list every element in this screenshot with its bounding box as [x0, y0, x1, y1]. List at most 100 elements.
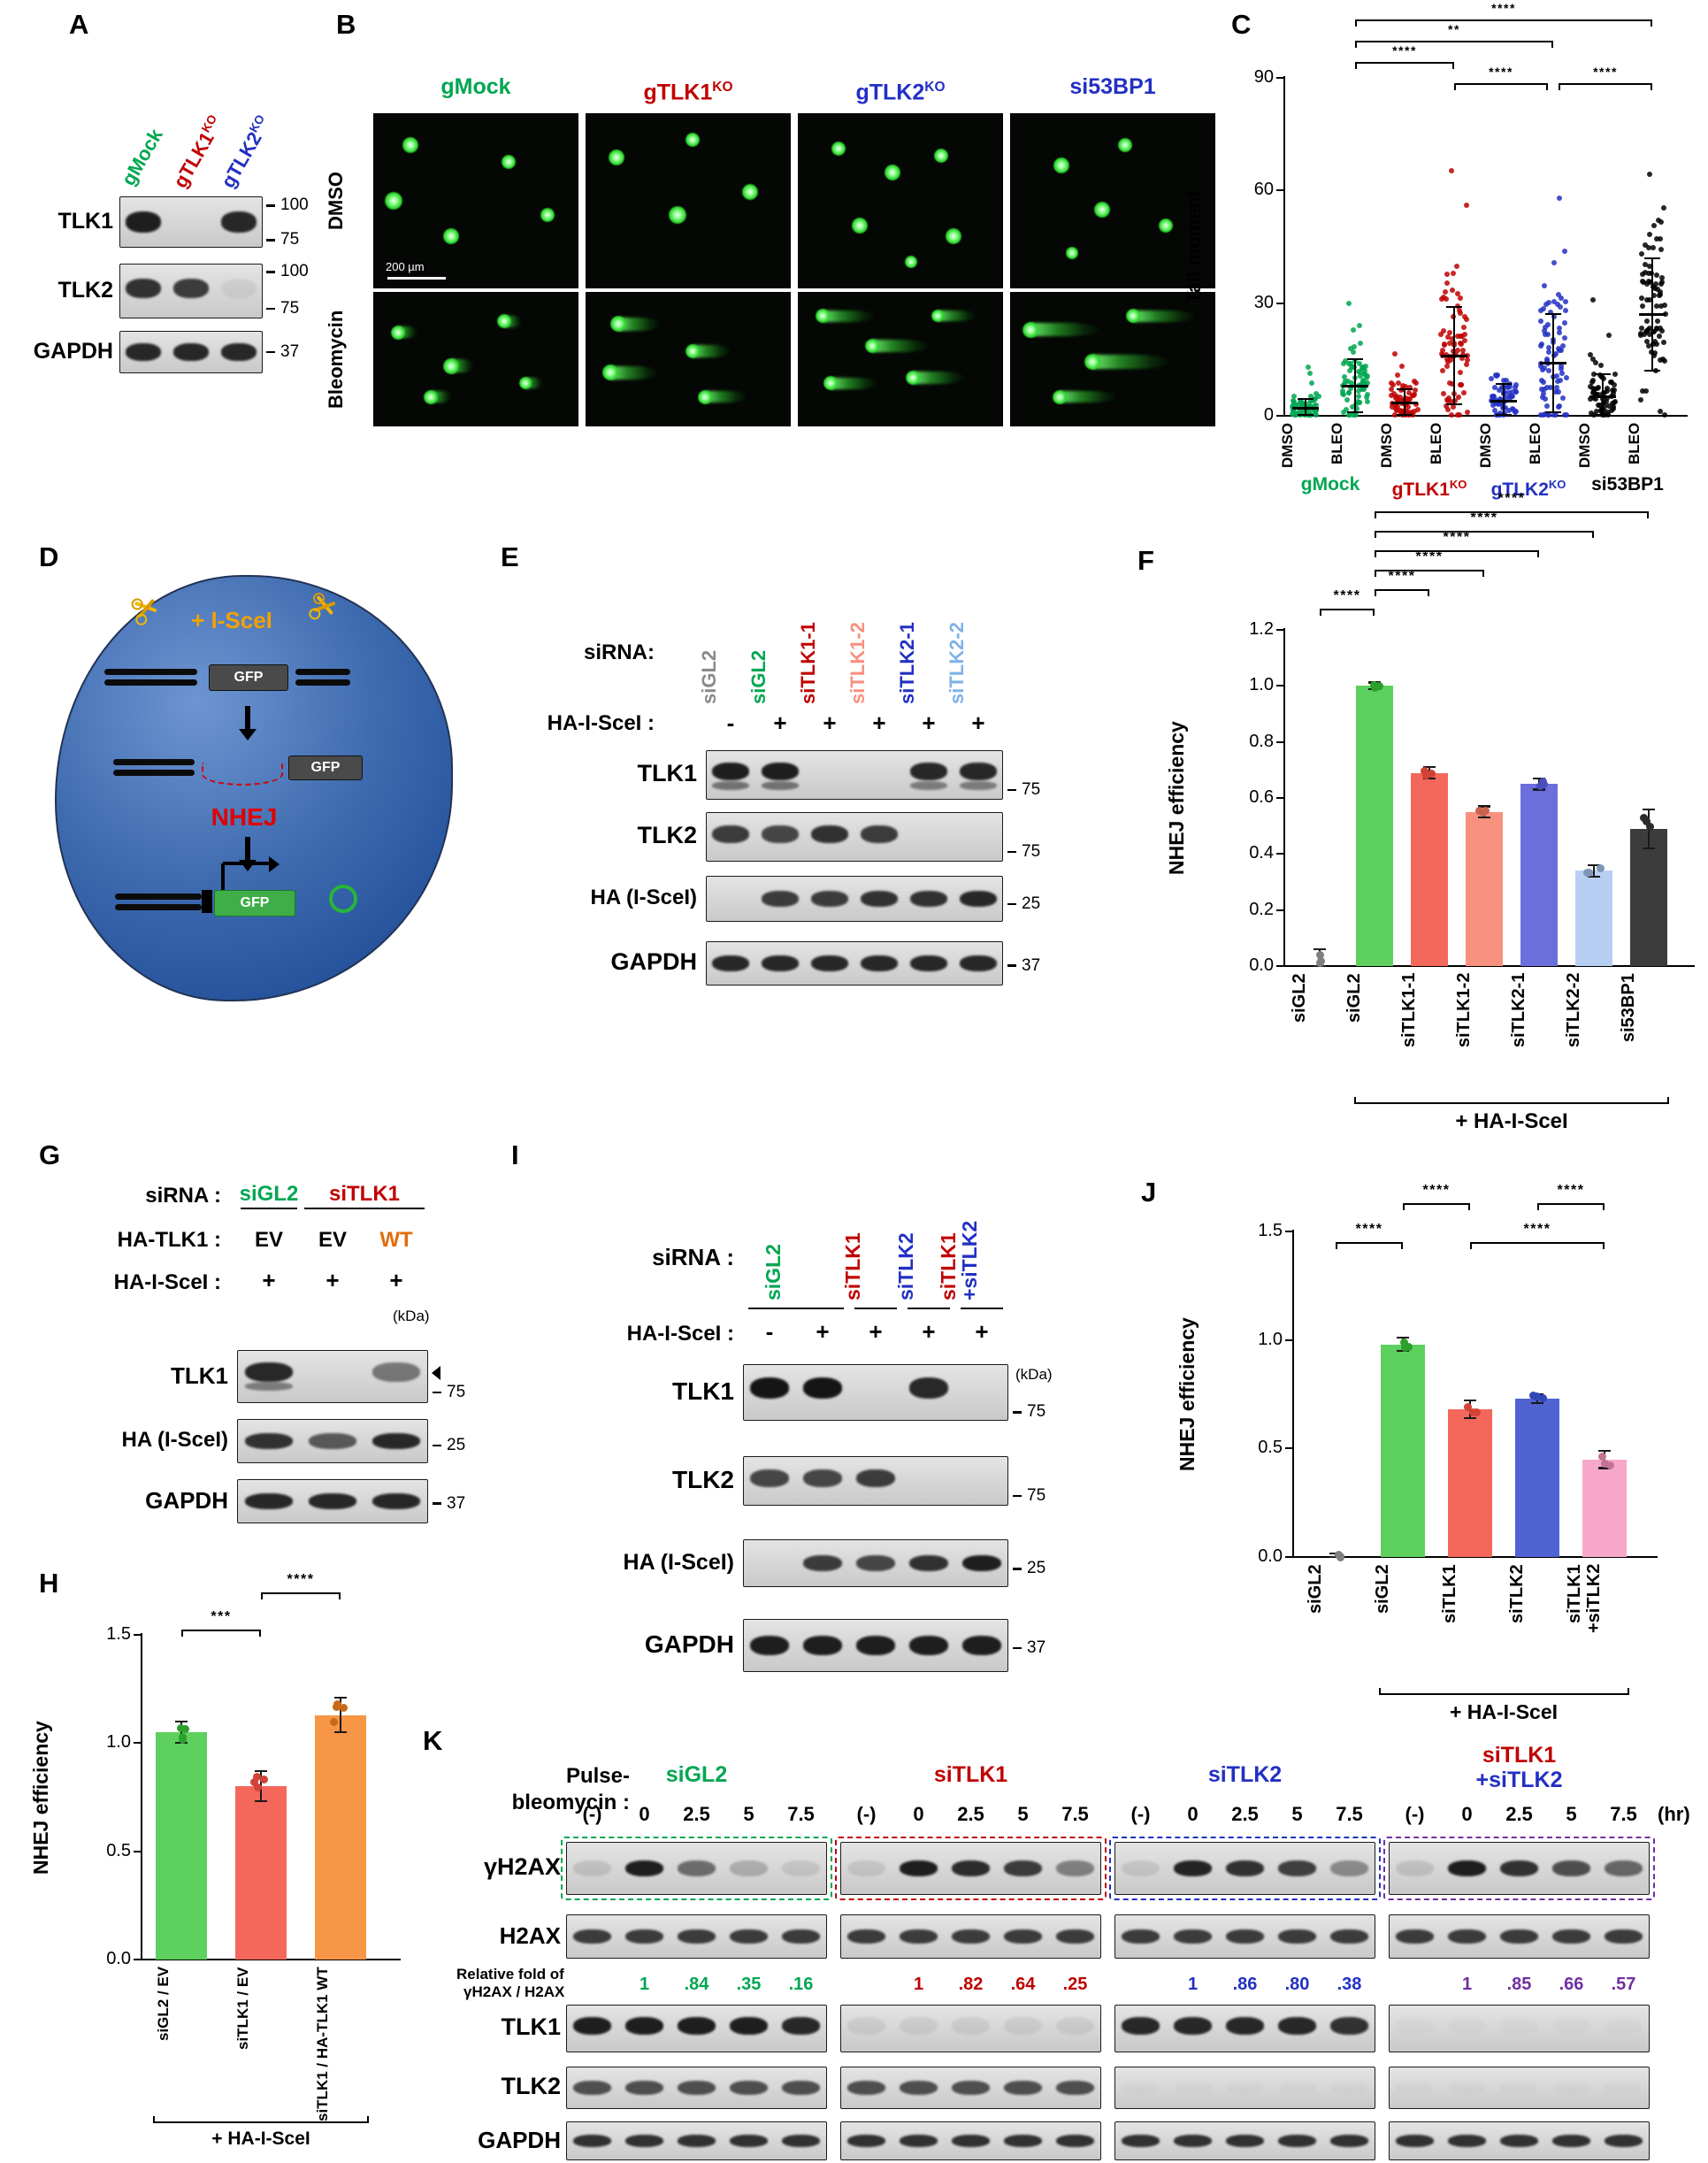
time-label: (-) — [1405, 1803, 1425, 1825]
data-point — [1588, 384, 1594, 390]
error-cap — [1643, 808, 1655, 810]
blot-band — [1278, 2081, 1317, 2095]
data-point — [1358, 373, 1364, 380]
comet-tail — [1091, 355, 1172, 369]
data-dot — [340, 1704, 348, 1713]
data-point — [1404, 408, 1410, 414]
blot-band — [126, 343, 161, 361]
data-point — [1653, 236, 1659, 242]
x-tick-label: +siTLK2 — [1583, 1563, 1604, 1633]
blot-band — [1499, 2135, 1539, 2147]
comet-head — [443, 357, 460, 374]
data-point — [1660, 204, 1666, 211]
comet-head — [685, 132, 700, 147]
sig-bracket — [1537, 1203, 1605, 1210]
blot-band — [624, 2135, 664, 2147]
blot-band — [1604, 1860, 1643, 1876]
ha-iscei-label: HA-I-SceI : — [626, 1322, 734, 1346]
blot-band — [861, 891, 898, 907]
blot-band — [951, 2017, 991, 2036]
blot-band — [624, 2017, 664, 2036]
data-point — [1464, 409, 1470, 415]
blot-band — [572, 1860, 612, 1876]
data-point — [1657, 334, 1663, 340]
data-point — [1444, 272, 1451, 278]
data-point — [1595, 385, 1601, 391]
data-point — [1405, 395, 1411, 402]
data-point — [1315, 393, 1321, 399]
data-point — [1643, 387, 1650, 394]
data-point — [1612, 398, 1619, 404]
blot-box — [706, 812, 1003, 862]
group-label: gTLK1KO — [1391, 478, 1467, 500]
data-point — [1651, 223, 1658, 229]
marker-label: 75 — [280, 230, 300, 249]
data-point — [1658, 281, 1665, 288]
data-point — [1557, 195, 1563, 201]
blot-band — [1551, 1860, 1591, 1876]
y-tick — [1276, 628, 1284, 632]
data-point — [1457, 308, 1463, 314]
x-tick-label: si53BP1 — [1618, 973, 1638, 1042]
group-label: +siTLK2 — [1475, 1768, 1563, 1792]
comet-head — [1094, 201, 1111, 218]
data-point — [1497, 395, 1503, 402]
data-point — [1355, 388, 1361, 395]
data-point — [1558, 348, 1564, 354]
comet-head — [904, 256, 917, 269]
data-point — [1553, 389, 1559, 395]
y-tick-label: 1.5 — [1258, 1221, 1283, 1240]
ha-symbol: + — [773, 709, 787, 736]
mean-line — [1292, 407, 1319, 410]
data-point — [1439, 368, 1445, 374]
marker-tick — [266, 350, 275, 354]
data-dot — [1464, 1403, 1473, 1412]
error-cap — [1298, 397, 1314, 400]
ha-symbol: + — [262, 1267, 276, 1293]
marker-label: 25 — [1027, 1559, 1046, 1578]
lane-label: siTLK1 — [937, 1232, 960, 1300]
data-point — [1400, 398, 1406, 404]
error-cap — [1423, 766, 1436, 769]
group-label: siTLK2 — [1207, 1762, 1283, 1787]
panel-f-letter: F — [1137, 545, 1154, 576]
blot-band — [1174, 2081, 1213, 2095]
y-tick-label: 1.0 — [106, 1732, 131, 1753]
data-point — [1606, 332, 1612, 338]
blot-band — [1396, 2017, 1435, 2035]
blot-band — [1122, 2081, 1160, 2095]
error-bar — [339, 1697, 342, 1733]
blot-box — [706, 941, 1003, 986]
blot-band — [899, 2135, 938, 2147]
fold-value: .86 — [1232, 1975, 1258, 1994]
data-point — [1413, 380, 1419, 387]
y-tick — [1276, 964, 1284, 968]
comet-head — [540, 207, 555, 222]
blot-band — [1277, 2017, 1317, 2036]
data-point — [1392, 403, 1398, 409]
ha-iscei-label: HA-I-SceI : — [113, 1270, 221, 1294]
bar — [1630, 828, 1667, 966]
blot-band — [1605, 2081, 1643, 2095]
chromosome-bar — [295, 679, 350, 686]
fold-value: .57 — [1611, 1975, 1636, 1994]
blot-box — [706, 876, 1003, 922]
col-header: si53BP1 — [1069, 74, 1156, 99]
bar — [315, 1714, 366, 1960]
marker-tick — [1007, 964, 1016, 967]
blot-band — [1329, 1860, 1369, 1876]
blot-row-label: GAPDH — [33, 339, 113, 364]
comet-head — [1084, 354, 1100, 371]
marker-tick — [266, 204, 275, 207]
data-point — [1298, 403, 1305, 409]
time-label: 7.5 — [787, 1803, 815, 1825]
error-cap — [1588, 875, 1600, 878]
gamma-h2ax-box — [835, 1837, 1107, 1900]
data-point — [1301, 400, 1307, 406]
sig-stars: **** — [1388, 569, 1416, 584]
error-cap — [1397, 413, 1413, 416]
panel-i-letter: I — [511, 1139, 519, 1170]
blot-box — [706, 750, 1003, 800]
data-point — [1398, 398, 1404, 404]
data-point — [1449, 411, 1454, 418]
